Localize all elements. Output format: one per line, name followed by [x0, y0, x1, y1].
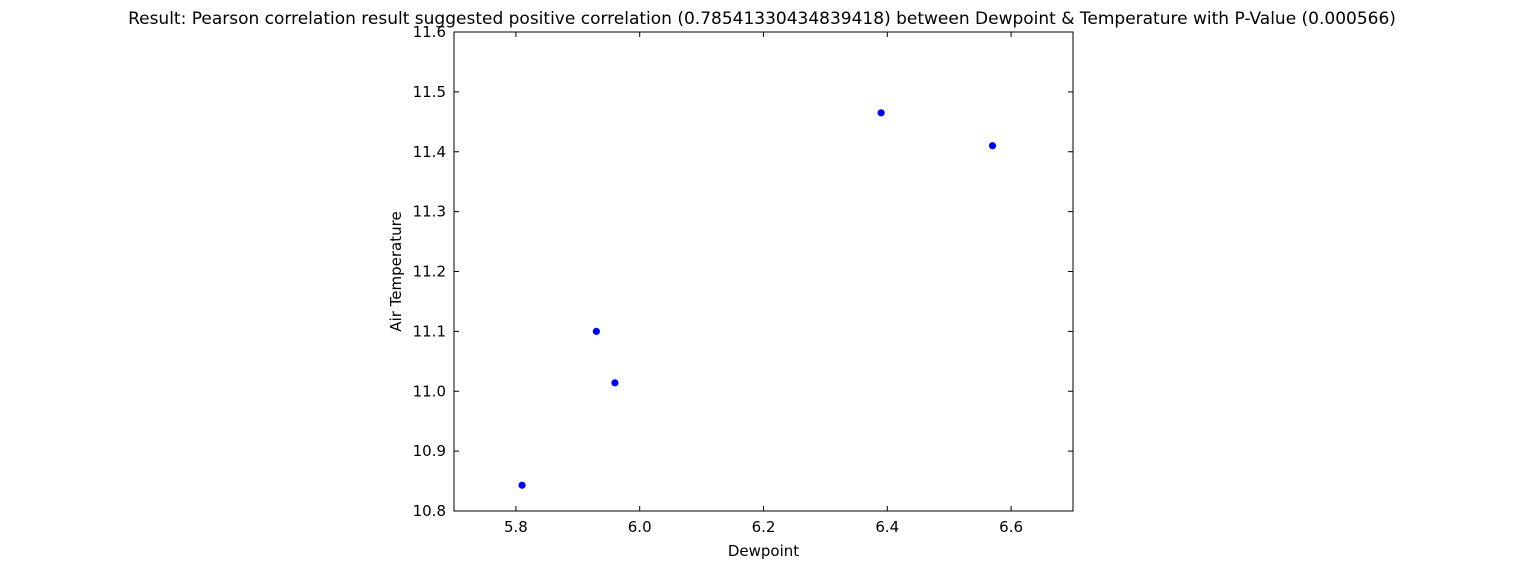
x-tick-label: 6.4	[875, 518, 899, 536]
y-tick-label: 11.2	[413, 263, 446, 281]
y-tick-label: 11.1	[413, 322, 446, 340]
x-axis-label: Dewpoint	[728, 542, 799, 560]
y-tick-label: 10.8	[413, 502, 446, 520]
y-axis-label: Air Temperature	[387, 211, 405, 331]
y-tick-label: 11.6	[413, 23, 446, 41]
y-tick-label: 11.3	[413, 203, 446, 221]
data-point	[518, 481, 526, 489]
data-point	[611, 379, 619, 387]
y-tick-label: 10.9	[413, 442, 446, 460]
y-tick-label: 11.5	[413, 83, 446, 101]
plot-area	[454, 32, 1073, 511]
points-layer	[518, 109, 997, 489]
x-tick-label: 6.2	[752, 518, 776, 536]
y-tick-label: 11.0	[413, 382, 446, 400]
data-point	[877, 109, 885, 117]
data-point	[592, 327, 600, 335]
chart-title: Result: Pearson correlation result sugge…	[128, 9, 1396, 29]
plot-frame	[453, 31, 1074, 512]
data-point	[988, 142, 997, 150]
y-tick-label: 11.4	[413, 143, 446, 161]
x-tick-label: 6.0	[628, 518, 652, 536]
x-tick-label: 6.6	[999, 518, 1023, 536]
ticks-layer: 5.8 6.0 6.2 6.4 6.6 10.8 10.9 11.0 11.1 11.2 11.3 1…	[413, 23, 1073, 536]
x-tick-label: 5.8	[504, 518, 528, 536]
